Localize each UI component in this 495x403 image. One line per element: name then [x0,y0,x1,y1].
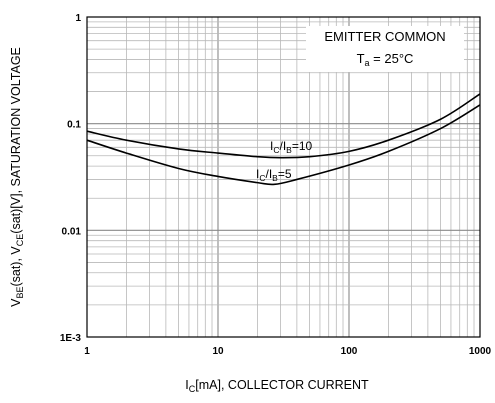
annotation-box: EMITTER COMMON Ta = 25°C [306,26,464,72]
annotation-box-title: EMITTER COMMON [324,29,445,44]
series-line-0 [86,93,481,159]
x-tick-label: 10 [212,346,224,357]
plot-frame [86,16,481,338]
y-tick-label: 0.01 [62,226,82,237]
x-tick-label: 1000 [469,346,492,357]
tick-labels: 1 10 100 1000 1 0.1 0.01 1E-3 [60,13,492,357]
series-line-1 [86,104,481,186]
series-label-ic-ib-5: IC/IB=5 [256,167,292,183]
annotation-box-temperature: Ta = 25°C [357,51,414,68]
x-axis-label: IC[mA], COLLECTOR CURRENT [185,378,369,394]
y-tick-label: 1 [75,13,81,24]
x-tick-label: 1 [84,346,90,357]
y-tick-label: 0.1 [67,120,81,131]
curves [86,93,481,186]
y-axis-label: VBE(sat), VCE(sat)[V], SATURATION VOLTAG… [9,47,25,307]
y-tick-label: 1E-3 [60,333,82,344]
series-label-ic-ib-10: IC/IB=10 [270,139,313,155]
annotation-box-background [306,26,464,72]
x-tick-label: 100 [341,346,358,357]
